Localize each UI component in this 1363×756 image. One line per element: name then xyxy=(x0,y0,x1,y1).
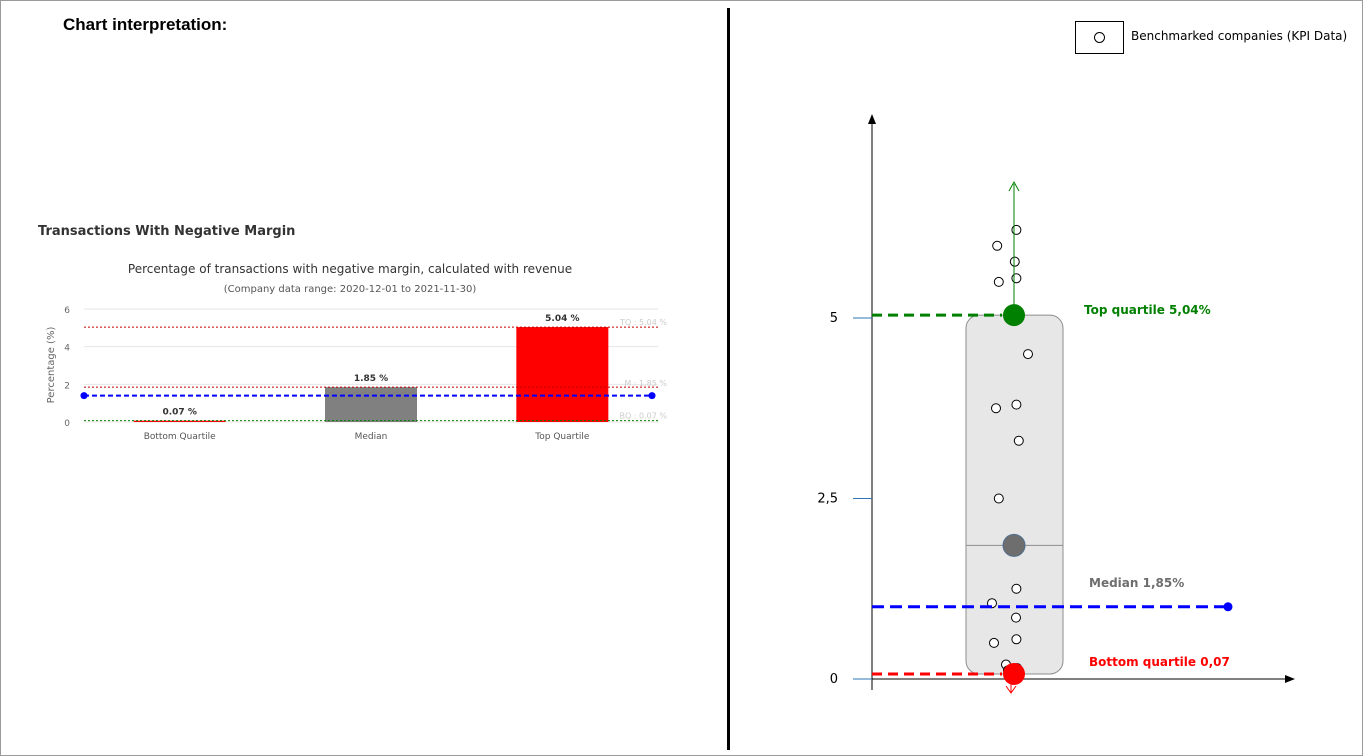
company-line-end-dot xyxy=(648,392,656,400)
x-axis-arrow-icon xyxy=(1285,675,1295,683)
company-data-point xyxy=(992,240,1003,251)
company-data-point xyxy=(991,403,1001,414)
category-label: Top Quartile xyxy=(534,432,590,442)
company-line-start-dot xyxy=(80,392,88,400)
upward-arrow-icon xyxy=(1008,180,1020,192)
vertical-divider xyxy=(727,8,730,750)
legend-label: Benchmarked companies (KPI Data) xyxy=(1131,29,1348,43)
bottom-quartile-marker xyxy=(1003,662,1025,685)
y-tick-label: 2 xyxy=(64,381,70,391)
y-tick-label: 0 xyxy=(830,672,838,687)
company-data-point xyxy=(1011,583,1022,594)
category-label: Bottom Quartile xyxy=(144,432,216,442)
y-tick-label: 0 xyxy=(64,419,70,429)
y-tick-label: 5 xyxy=(830,311,838,326)
bar-2 xyxy=(516,327,609,422)
company-data-point xyxy=(1011,224,1022,235)
company-data-point xyxy=(993,493,1004,504)
page-title: Chart interpretation: xyxy=(63,15,228,34)
y-axis-label: Percentage (%) xyxy=(46,327,57,404)
category-label: Median xyxy=(355,432,388,442)
y-tick-label: 2,5 xyxy=(817,492,838,507)
company-data-point xyxy=(993,276,1004,287)
chart-title: Percentage of transactions with negative… xyxy=(128,262,572,276)
reference-line-label: BQ : 0.07 % xyxy=(619,412,667,421)
bar-value-label: 1.85 % xyxy=(354,374,388,384)
company-value-dot xyxy=(1223,602,1233,612)
company-data-point xyxy=(989,637,999,648)
company-data-point xyxy=(1011,399,1022,410)
bar-value-label: 5.04 % xyxy=(545,314,579,324)
legend-box xyxy=(1075,21,1124,54)
company-data-point xyxy=(1009,256,1020,267)
reference-line-label: TQ : 5.04 % xyxy=(619,318,667,327)
y-tick-label: 4 xyxy=(64,344,70,354)
bar-0 xyxy=(133,420,226,422)
y-axis-arrow-icon xyxy=(868,114,876,124)
median-marker xyxy=(1002,533,1026,557)
median-annotation: Median 1,85% xyxy=(1089,576,1184,590)
chart-heading: Transactions With Negative Margin xyxy=(38,224,295,239)
downward-arrow-icon xyxy=(1005,685,1017,694)
reference-line-label: M : 1.85 % xyxy=(624,379,667,388)
bottom-quartile-annotation: Bottom quartile 0,07 xyxy=(1089,655,1230,669)
top-quartile-annotation: Top quartile 5,04% xyxy=(1084,303,1211,317)
company-data-point xyxy=(1013,435,1024,446)
top-quartile-marker xyxy=(1003,304,1025,327)
y-tick-label: 6 xyxy=(64,306,70,316)
bar-1 xyxy=(325,387,417,422)
company-circle-icon xyxy=(1094,32,1105,43)
company-data-point xyxy=(1011,273,1022,284)
company-data-point xyxy=(1011,634,1022,645)
bar-value-label: 0.07 % xyxy=(162,408,196,418)
company-data-point xyxy=(1011,612,1021,623)
company-data-point xyxy=(1023,349,1033,360)
chart-subtitle: (Company data range: 2020-12-01 to 2021-… xyxy=(224,284,477,295)
